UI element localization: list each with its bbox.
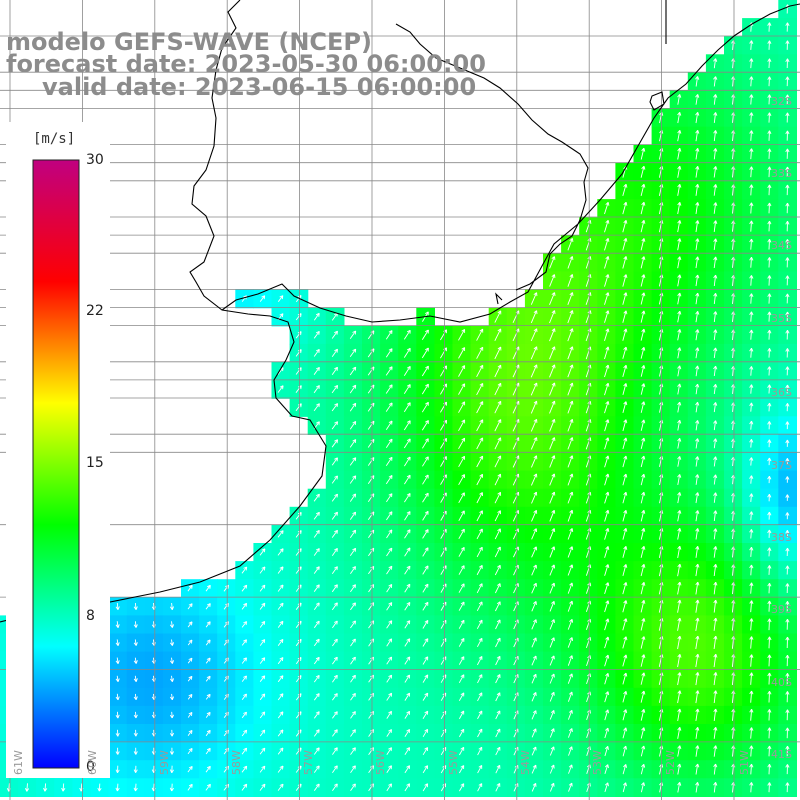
forecast-date: forecast date: 2023-05-30 06:00:00 bbox=[6, 50, 486, 78]
colorbar-tick-0: 0 bbox=[86, 759, 95, 775]
lon-label-51w: 51W bbox=[738, 750, 751, 775]
colorbar-tick-8: 8 bbox=[86, 608, 95, 624]
lon-label-54w: 54W bbox=[519, 750, 532, 775]
colorbar-tick-30: 30 bbox=[86, 152, 104, 168]
lat-label-34s: 34S bbox=[771, 239, 792, 252]
wind-arrows bbox=[6, 4, 790, 793]
lon-label-58w: 58W bbox=[230, 750, 243, 775]
coastline bbox=[0, 0, 800, 623]
lat-label-41s: 41S bbox=[771, 748, 792, 761]
lat-label-35s: 35S bbox=[771, 312, 792, 325]
model-title: modelo GEFS-WAVE (NCEP) bbox=[6, 28, 372, 56]
lat-label-32s: 32S bbox=[771, 95, 792, 108]
lon-label-57w: 57W bbox=[302, 750, 315, 775]
lat-label-38s: 38S bbox=[771, 531, 792, 544]
valid-date: valid date: 2023-06-15 06:00:00 bbox=[42, 73, 477, 101]
lat-label-40s: 40S bbox=[771, 676, 792, 689]
lat-label-37s: 37S bbox=[771, 459, 792, 472]
lon-label-61w: 61W bbox=[12, 750, 25, 775]
colorbar-tick-22: 22 bbox=[86, 303, 104, 319]
lat-label-33s: 33S bbox=[771, 167, 792, 180]
lon-label-53w: 53W bbox=[591, 750, 604, 775]
lon-label-55w: 55W bbox=[447, 750, 460, 775]
lat-label-36s: 36S bbox=[771, 386, 792, 399]
colorbar-unit: [m/s] bbox=[33, 131, 76, 147]
colorbar bbox=[32, 159, 80, 769]
lon-label-52w: 52W bbox=[664, 750, 677, 775]
lon-label-56w: 56W bbox=[374, 750, 387, 775]
lon-label-60w: 60W bbox=[86, 750, 99, 775]
colorbar-tick-15: 15 bbox=[86, 455, 104, 471]
lon-label-59w: 59W bbox=[158, 750, 171, 775]
lat-label-39s: 39S bbox=[771, 603, 792, 616]
